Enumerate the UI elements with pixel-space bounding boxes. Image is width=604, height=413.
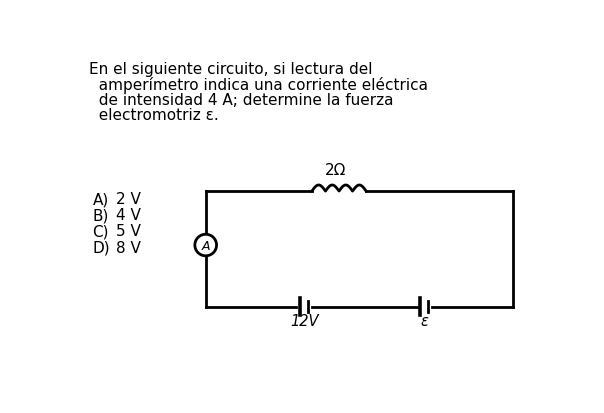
- Text: D): D): [92, 240, 110, 255]
- Text: A): A): [92, 192, 109, 206]
- Text: electromotriz ε.: electromotriz ε.: [89, 108, 219, 123]
- Circle shape: [195, 235, 217, 256]
- Text: 4 V: 4 V: [116, 208, 141, 223]
- Text: 2Ω: 2Ω: [325, 163, 347, 178]
- Text: amperímetro indica una corriente eléctrica: amperímetro indica una corriente eléctri…: [89, 77, 428, 93]
- Text: 12V: 12V: [290, 313, 318, 328]
- Text: B): B): [92, 208, 109, 223]
- Text: 8 V: 8 V: [116, 240, 141, 255]
- Text: de intensidad 4 A; determine la fuerza: de intensidad 4 A; determine la fuerza: [89, 93, 394, 107]
- Text: En el siguiente circuito, si lectura del: En el siguiente circuito, si lectura del: [89, 62, 373, 77]
- Text: 2 V: 2 V: [116, 192, 141, 206]
- Text: A: A: [202, 239, 210, 252]
- Text: ε: ε: [420, 313, 428, 328]
- Text: C): C): [92, 224, 109, 239]
- Text: 5 V: 5 V: [116, 224, 141, 239]
